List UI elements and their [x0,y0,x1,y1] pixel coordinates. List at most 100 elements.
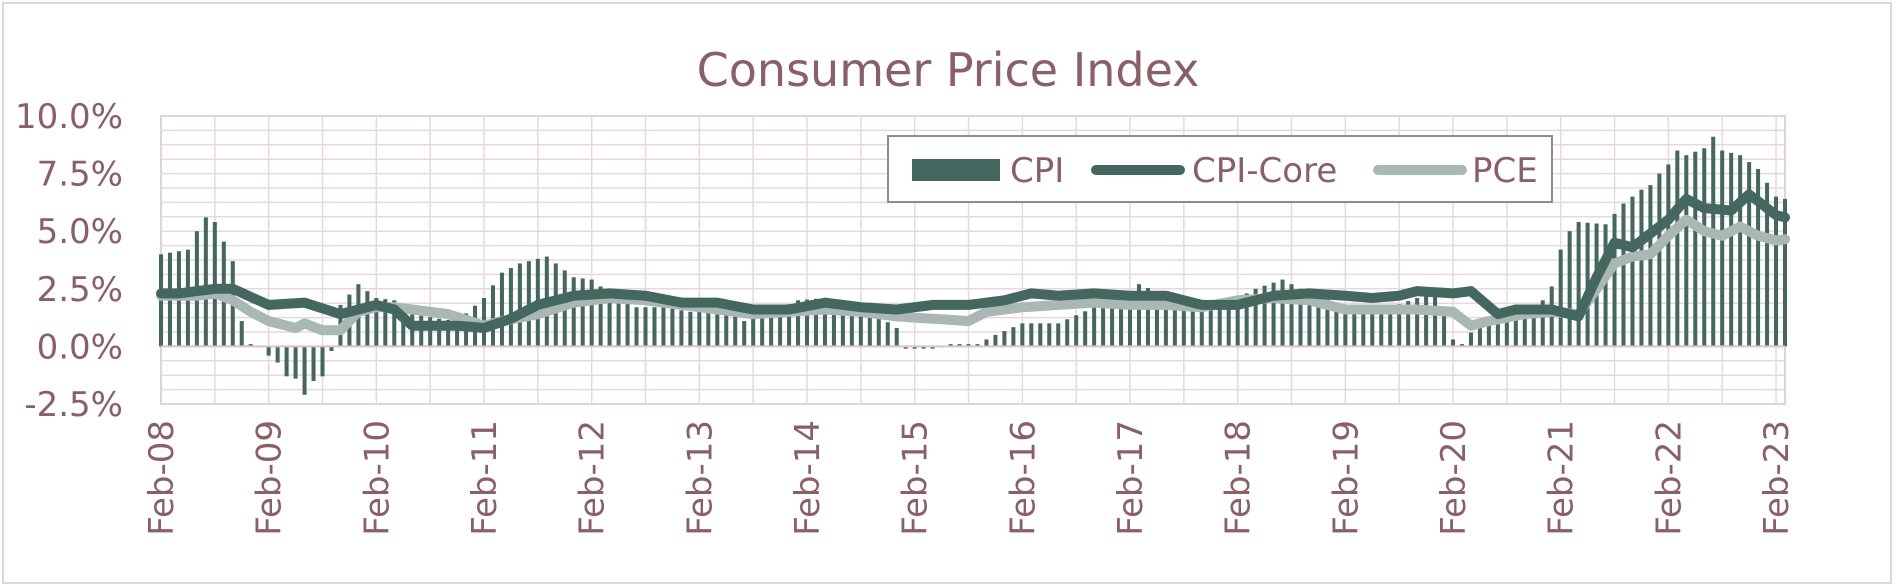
cpi-bar [634,307,639,347]
legend: CPI CPI-Core PCE [887,135,1553,203]
cpi-bar [1119,304,1124,347]
cpi-bar [1433,293,1438,347]
cpi-bar [1154,291,1159,347]
cpi-bar [1531,314,1536,347]
x-tick-label: Feb-08 [142,420,182,536]
cpi-bar [1388,307,1393,347]
cpi-bar [903,346,908,349]
cpi-bar [1316,296,1321,347]
chart-title: Consumer Price Index [697,43,1200,97]
cpi-bar [1774,196,1779,347]
cpi-bar [1002,331,1007,347]
x-tick-label: Feb-19 [1326,420,1366,536]
cpi-bar [1271,282,1276,347]
axes: 10.0% 7.5% 5.0% 2.5% 0.0% -2.5% Feb-08 Feb-09 Fe… [15,97,1797,536]
x-tick-label: Feb-16 [1003,420,1043,536]
cpi-bar [275,346,280,363]
cpi-bar [1738,155,1743,347]
cpi-bar [921,346,926,349]
cpi-bar [948,344,953,347]
cpi-bar [580,278,585,347]
cpi-bar [1567,231,1572,347]
cpi-bar [993,334,998,347]
cpi-bar [661,307,666,347]
cpi-bar [571,277,576,347]
cpi-bar [1038,323,1043,347]
cpi-bar [1576,221,1581,347]
cpi-bar [957,344,962,347]
cpi-bar [930,346,935,349]
cpi-bar [1343,304,1348,347]
cpi-bar [1253,288,1258,347]
cpi-bar [1558,249,1563,347]
cpi-bar [1325,299,1330,347]
legend-label-cpi-core: CPI-Core [1192,151,1337,191]
cpi-bar [751,317,756,347]
cpi-bar [804,299,810,347]
cpi-bar [1370,308,1375,347]
cpi-bar [302,346,307,395]
cpi-bar [1648,185,1653,347]
cpi-bar [1352,307,1357,347]
y-tick-label: 7.5% [37,155,123,195]
cpi-bar [1765,182,1770,347]
cpi-bar [1280,279,1285,347]
cpi-bar [769,311,774,347]
x-tick-label: Feb-21 [1542,420,1582,536]
cpi-bar [490,285,495,347]
cpi-bar [589,279,594,347]
cpi-bar [822,298,827,347]
x-tick-label: Feb-12 [573,420,613,536]
cpi-bar [1074,315,1079,347]
cpi-bar [284,346,289,377]
cpi-bar [1181,303,1186,347]
x-tick-label: Feb-14 [788,420,828,536]
cpi-bar [858,310,863,347]
x-tick-label: Feb-11 [465,420,505,536]
cpi-bar [724,307,729,347]
cpi-bar [652,307,657,347]
x-tick-label: Feb-17 [1111,420,1151,536]
y-tick-label: -2.5% [24,385,123,425]
cpi-bar [1217,307,1222,347]
cpi-bar [1047,323,1052,347]
cpi-bar [1361,309,1366,347]
cpi-bar [1208,307,1213,347]
cpi-bar [1145,288,1150,347]
cpi-bar [1693,151,1698,347]
cpi-bar [1504,317,1509,347]
cpi-bar [787,304,792,347]
cpi-bar [1720,150,1725,347]
cpi-bar [1459,344,1465,347]
cpi-bar [293,346,298,379]
cpi-bar [1540,300,1545,347]
cpi-bar [1729,152,1734,347]
cpi-bar [248,344,253,347]
cpi-bar [849,307,854,347]
cpi-bar [1666,164,1671,347]
cpi-bar [1675,150,1680,347]
cpi-bar [1262,285,1267,347]
cpi-bar [607,293,612,347]
cpi-bar [1495,320,1500,347]
cpi-bar [1603,224,1608,347]
cpi-bar [1424,295,1429,347]
cpi-bar [1657,173,1662,347]
cpi-bar [1101,306,1106,347]
cpi-bar [1020,323,1025,347]
cpi-bar [1406,301,1411,347]
series-lines [156,189,1790,336]
cpi-bar [1011,327,1016,347]
cpi-bar [1226,302,1231,347]
cpi-bar [1190,307,1195,347]
y-tick-label: 0.0% [37,327,123,367]
cpi-bar [813,298,819,347]
cpi-bar [1199,307,1204,347]
cpi-bar [1702,148,1707,347]
cpi-bar [428,317,433,347]
x-tick-label: Feb-20 [1434,420,1474,536]
cpi-bar [1684,155,1689,347]
cpi-bar [733,314,738,347]
cpi-bar [1486,323,1491,347]
